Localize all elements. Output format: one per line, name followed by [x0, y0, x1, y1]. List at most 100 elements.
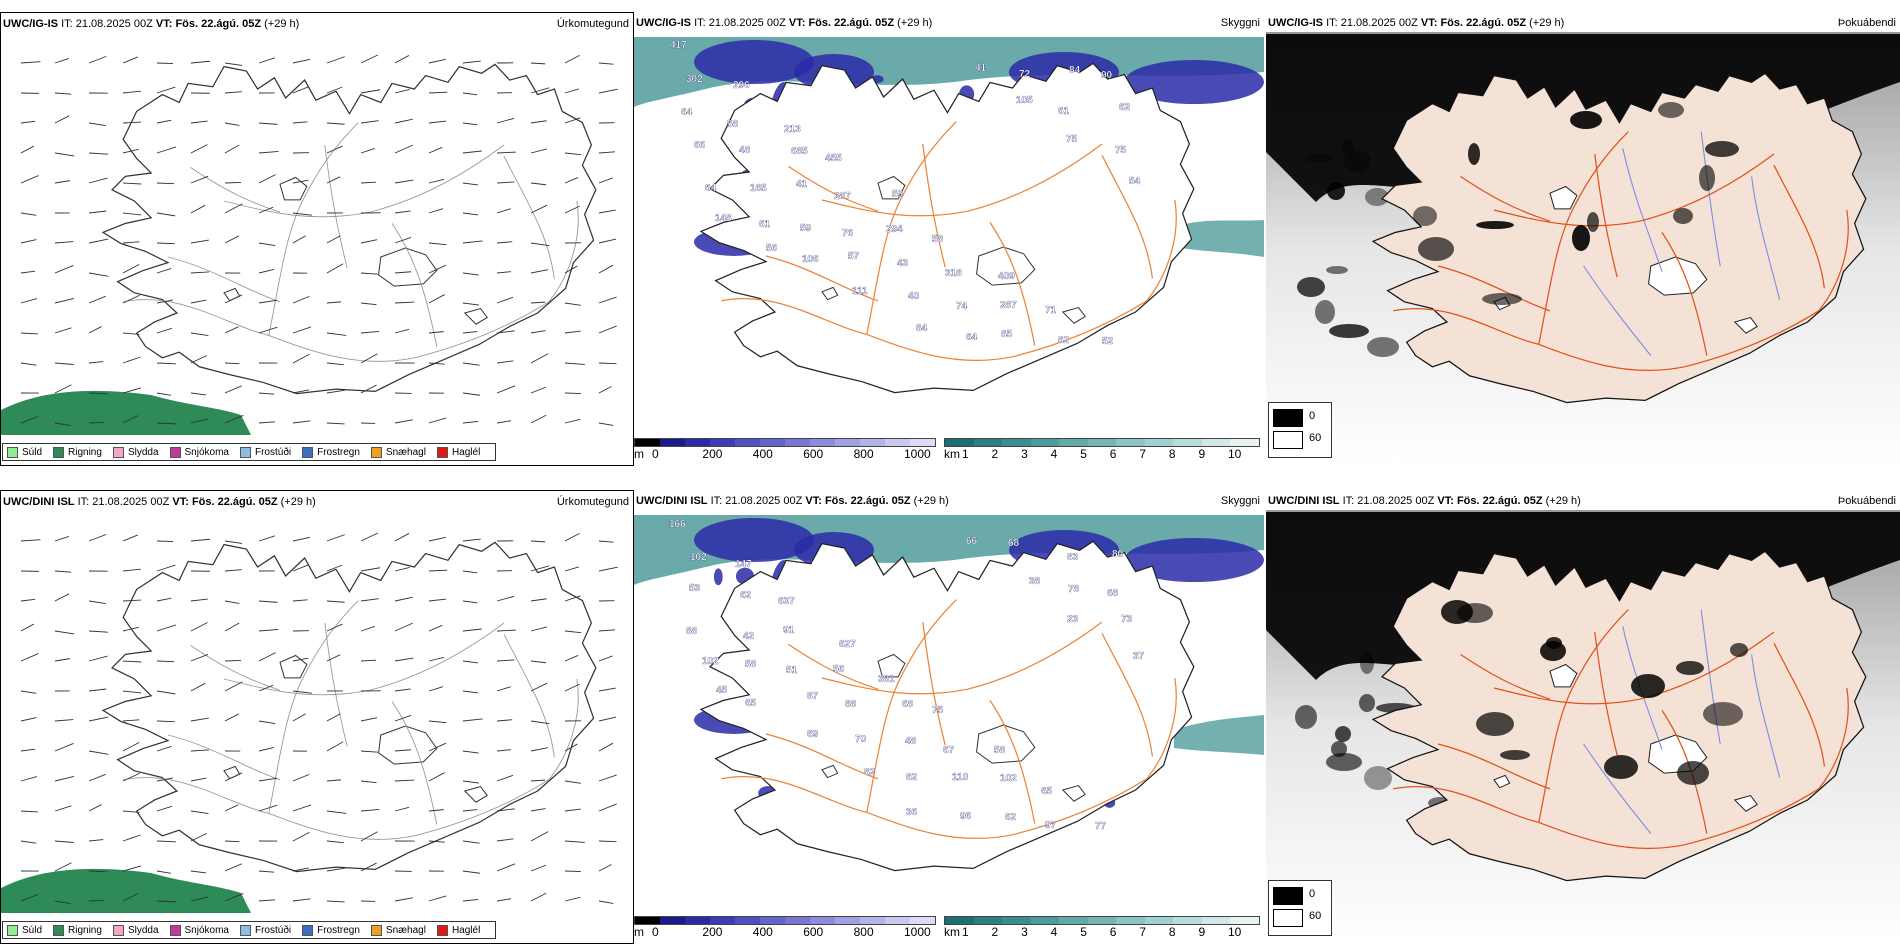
wind-barb [20, 61, 41, 64]
wind-barb [394, 328, 410, 334]
road-line [503, 155, 555, 280]
legend-item: Snæhagl [370, 446, 426, 458]
wind-barb [564, 840, 585, 843]
fog-patch [1315, 300, 1335, 324]
wind-barb [156, 62, 174, 65]
visibility-value-label: 88 [686, 626, 698, 637]
wind-barb [122, 182, 142, 185]
colorbar-tick: 200 [702, 447, 723, 461]
visibility-km-area [1174, 715, 1264, 755]
precip-type-legend: Súld Rigning Slydda Snjókoma Frostúði Frostre… [2, 443, 497, 461]
wind-barb [258, 899, 276, 902]
road-line [1393, 209, 1849, 372]
colorbar-tick: 9 [1198, 447, 1206, 461]
wind-barb [20, 332, 38, 335]
wind-barb [54, 776, 75, 782]
colorbar-strip [634, 916, 936, 925]
wind-barb [360, 147, 375, 154]
wind-barb [360, 598, 379, 602]
wind-barb [428, 624, 443, 632]
wind-barb [292, 86, 309, 94]
wind-barb [122, 626, 139, 632]
road-line [123, 678, 579, 840]
wind-barb [224, 840, 240, 843]
glacier-outline [1061, 306, 1086, 324]
fog-patch [1367, 337, 1399, 357]
wind-barb [54, 152, 75, 157]
road-line [721, 677, 1177, 840]
wind-barb [20, 690, 37, 694]
wind-barb [88, 272, 109, 277]
wind-barb [190, 833, 207, 842]
fog-patch [1631, 674, 1665, 698]
wind-barb [428, 120, 447, 124]
river-line [1583, 265, 1652, 356]
wind-barb [54, 862, 72, 872]
wind-barb [258, 535, 276, 542]
visibility-value-label: 88 [845, 699, 857, 710]
wind-barb [564, 177, 579, 184]
visibility-value-label: 52 [1102, 336, 1114, 347]
fog-patch [1587, 212, 1599, 232]
visibility-value-label: 51 [786, 665, 798, 676]
wind-barb [122, 660, 142, 663]
visibility-value-label: 213 [784, 124, 801, 135]
wind-barb [598, 566, 618, 572]
wind-barb [428, 294, 445, 304]
visibility-value-label: 68 [1008, 538, 1020, 549]
colorbar-unit: km [944, 925, 960, 939]
wind-barb [496, 296, 514, 304]
visibility-value-label: 165 [750, 183, 767, 194]
visibility-value-label: 637 [778, 596, 795, 607]
wind-barb [88, 392, 108, 395]
iceland-map [1371, 550, 1867, 882]
wind-barb [564, 780, 581, 784]
fog-patch [1365, 188, 1389, 206]
wind-barb [530, 779, 546, 782]
wind-barb [224, 62, 243, 66]
wind-barb [394, 533, 410, 542]
wind-barb [530, 720, 550, 725]
wind-barb [88, 600, 106, 605]
wind-barb [156, 182, 175, 185]
wind-barb [224, 659, 242, 662]
visibility-value-label: 318 [945, 268, 962, 279]
visibility-value-label: 381 [878, 674, 895, 685]
wind-barb [462, 122, 478, 126]
wind-barb [598, 177, 613, 184]
wind-barb [530, 182, 547, 186]
wind-barb [122, 415, 139, 424]
wind-barb [428, 772, 445, 782]
wind-barb [156, 900, 177, 903]
wind-barb [496, 629, 516, 632]
fog-patch [1326, 753, 1362, 771]
wind-barb [20, 810, 38, 813]
fog-patch [1703, 702, 1743, 726]
fog-index-key: 0 60 [1268, 880, 1332, 936]
wind-barb [564, 265, 578, 274]
wind-barb [122, 356, 141, 364]
wind-barb [224, 804, 239, 812]
wind-barb [258, 326, 278, 334]
visibility-value-label: 77 [1095, 821, 1107, 832]
wind-barb [564, 630, 582, 634]
road-line [1661, 232, 1708, 356]
visibility-value-label: 62 [740, 590, 752, 601]
fog-patch [1658, 102, 1684, 118]
wind-barb [122, 742, 140, 752]
precip-type-map-dini: UWC/DINI ISL IT: 21.08.2025 00Z VT: Fös.… [0, 490, 634, 944]
visibility-map-dini: UWC/DINI ISL IT: 21.08.2025 00Z VT: Fös.… [634, 490, 1264, 942]
wind-barb [88, 210, 107, 214]
wind-barb [564, 896, 581, 902]
iceland-coastline [699, 540, 1195, 872]
wind-barb [122, 387, 142, 394]
colorbar-unit: km [944, 447, 960, 461]
wind-barb [598, 362, 617, 365]
wind-barb [462, 150, 482, 154]
wind-barb [428, 242, 447, 246]
road-line [1437, 743, 1551, 790]
wind-barb [190, 144, 208, 154]
visibility-value-label: 61 [759, 219, 771, 230]
colorbar-tick: 10 [1228, 925, 1242, 939]
wind-barb [20, 415, 39, 424]
